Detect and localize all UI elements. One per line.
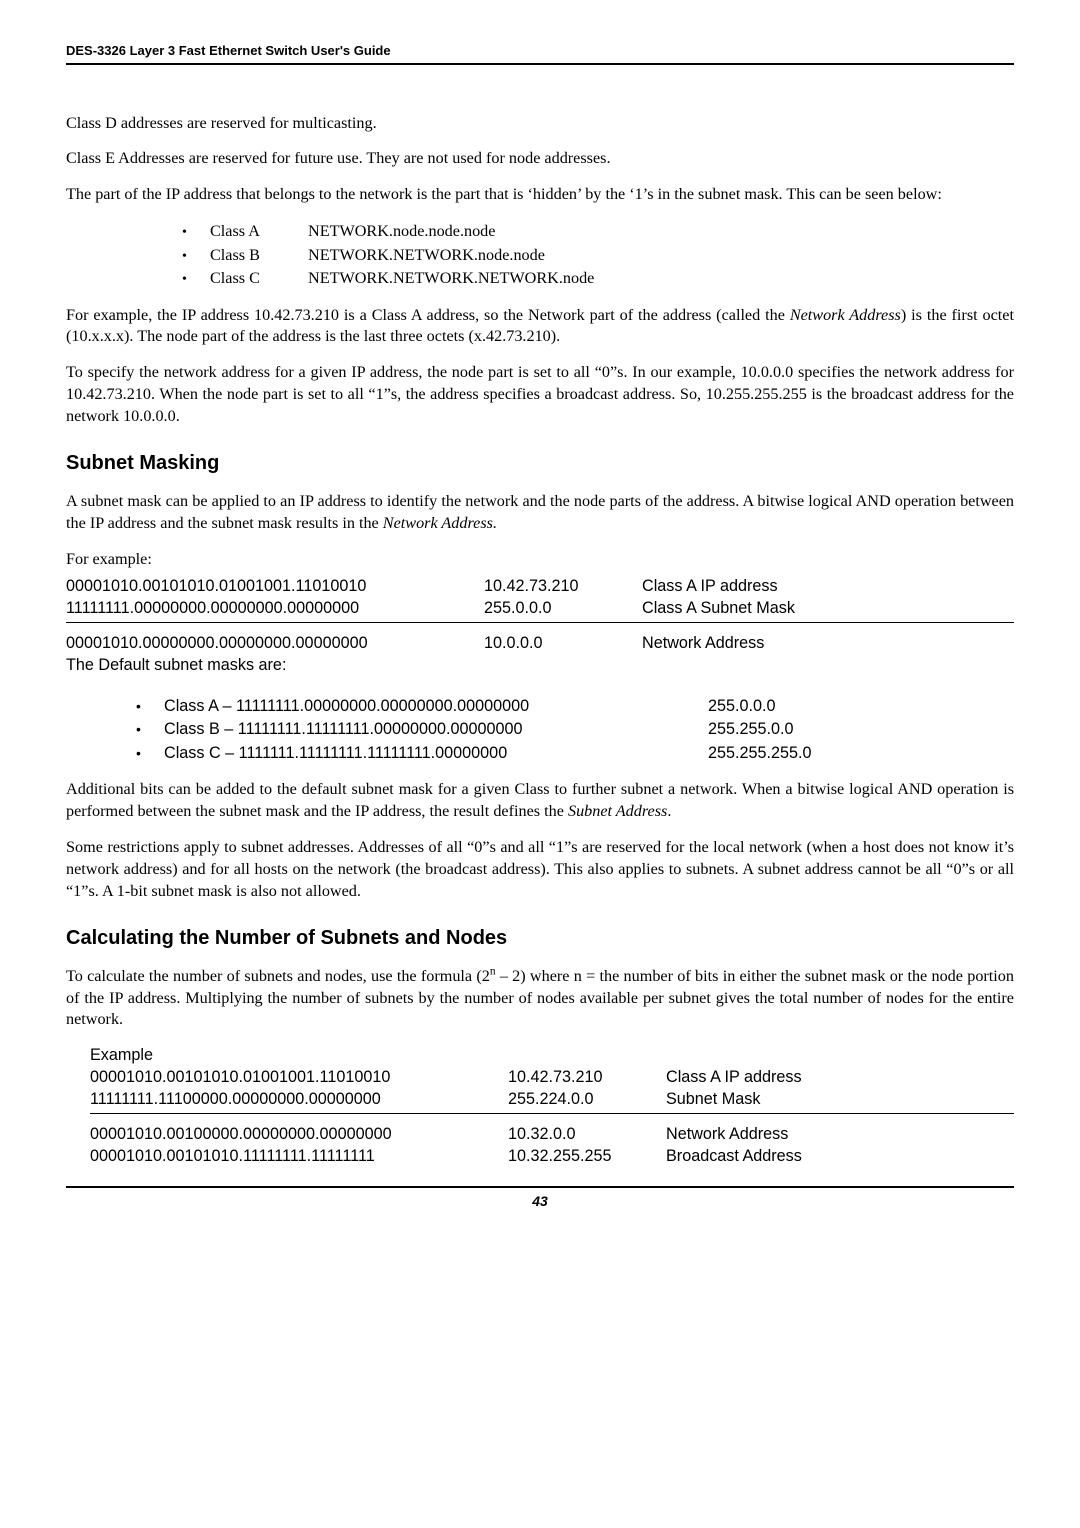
text-fragment: To calculate the number of subnets and n… (66, 967, 490, 985)
divider (90, 1113, 1014, 1114)
bullet-label: Class B (210, 244, 308, 267)
para-for-example: For example: (66, 549, 1014, 571)
header-title: DES-3326 Layer 3 Fast Ethernet Switch Us… (66, 43, 391, 58)
table-row: 00001010.00101010.01001001.11010010 10.4… (66, 576, 1014, 598)
list-item: • Class C NETWORK.NETWORK.NETWORK.node (182, 267, 1014, 290)
para-formula: To calculate the number of subnets and n… (66, 966, 1014, 1032)
para-specify: To specify the network address for a giv… (66, 362, 1014, 428)
page-header: DES-3326 Layer 3 Fast Ethernet Switch Us… (66, 42, 1014, 65)
page-number: 43 (532, 1193, 548, 1209)
binary-col: 00001010.00000000.00000000.00000000 (66, 633, 484, 655)
text-fragment: For example, the IP address 10.42.73.210… (66, 306, 790, 324)
desc-col: Network Address (642, 633, 1014, 655)
bullet-icon: • (182, 270, 210, 290)
example-label: Example (90, 1045, 1014, 1067)
desc-col: Network Address (666, 1124, 1014, 1146)
bullet-text: NETWORK.NETWORK.node.node (308, 244, 545, 267)
decimal-col: 10.42.73.210 (484, 576, 642, 598)
list-item: • Class B – 11111111.11111111.00000000.0… (136, 718, 1014, 741)
bullet-icon: • (182, 223, 210, 243)
binary-col: 00001010.00101010.01001001.11010010 (90, 1067, 508, 1089)
desc-col: Class A IP address (642, 576, 1014, 598)
example-block-2: 00001010.00101010.01001001.11010010 10.4… (90, 1067, 1014, 1167)
bullet-icon: • (182, 247, 210, 267)
para-classd: Class D addresses are reserved for multi… (66, 113, 1014, 135)
bullet-label: Class C (210, 267, 308, 290)
para-additional-bits: Additional bits can be added to the defa… (66, 779, 1014, 823)
text-fragment: Additional bits can be added to the defa… (66, 780, 1014, 820)
class-value: 255.255.255.0 (708, 742, 812, 765)
binary-col: 00001010.00101010.01001001.11010010 (66, 576, 484, 598)
bullet-icon: • (136, 719, 164, 739)
desc-col: Class A IP address (666, 1067, 1014, 1089)
decimal-col: 10.32.255.255 (508, 1146, 666, 1168)
table-row: 11111111.00000000.00000000.00000000 255.… (66, 598, 1014, 620)
example-block-1: 00001010.00101010.01001001.11010010 10.4… (66, 576, 1014, 655)
binary-col: 00001010.00101010.11111111.11111111 (90, 1146, 508, 1168)
binary-col: 11111111.00000000.00000000.00000000 (66, 598, 484, 620)
table-row: 00001010.00100000.00000000.00000000 10.3… (90, 1124, 1014, 1146)
binary-col: 00001010.00100000.00000000.00000000 (90, 1124, 508, 1146)
bullet-label: Class A (210, 220, 308, 243)
table-row: 11111111.11100000.00000000.00000000 255.… (90, 1089, 1014, 1111)
page-footer: 43 (66, 1186, 1014, 1211)
table-row: 00001010.00000000.00000000.00000000 10.0… (66, 633, 1014, 655)
bullet-text: NETWORK.node.node.node (308, 220, 495, 243)
list-item: • Class C – 1111111.11111111.11111111.00… (136, 742, 1014, 765)
decimal-col: 10.32.0.0 (508, 1124, 666, 1146)
bullet-text: NETWORK.NETWORK.NETWORK.node (308, 267, 594, 290)
class-text: Class C – 1111111.11111111.11111111.0000… (164, 742, 708, 765)
class-text: Class A – 11111111.00000000.00000000.000… (164, 695, 708, 718)
italic-term: Network Address. (383, 514, 497, 532)
heading-subnet-masking: Subnet Masking (66, 450, 1014, 477)
para-example-net: For example, the IP address 10.42.73.210… (66, 305, 1014, 349)
list-item: • Class A NETWORK.node.node.node (182, 220, 1014, 243)
class-text: Class B – 11111111.11111111.00000000.000… (164, 718, 708, 741)
decimal-col: 10.42.73.210 (508, 1067, 666, 1089)
list-item: • Class B NETWORK.NETWORK.node.node (182, 244, 1014, 267)
class-value: 255.0.0.0 (708, 695, 776, 718)
class-network-list: • Class A NETWORK.node.node.node • Class… (182, 220, 1014, 290)
default-mask-list: • Class A – 11111111.00000000.00000000.0… (136, 695, 1014, 765)
text-fragment: . (667, 802, 671, 820)
bullet-icon: • (136, 743, 164, 763)
text-fragment: A subnet mask can be applied to an IP ad… (66, 492, 1014, 532)
para-default-masks: The Default subnet masks are: (66, 655, 1014, 677)
desc-col: Class A Subnet Mask (642, 598, 1014, 620)
desc-col: Broadcast Address (666, 1146, 1014, 1168)
decimal-col: 255.224.0.0 (508, 1089, 666, 1111)
decimal-col: 255.0.0.0 (484, 598, 642, 620)
table-row: 00001010.00101010.01001001.11010010 10.4… (90, 1067, 1014, 1089)
binary-col: 11111111.11100000.00000000.00000000 (90, 1089, 508, 1111)
italic-term: Network Address (790, 306, 901, 324)
para-restrictions: Some restrictions apply to subnet addres… (66, 837, 1014, 903)
table-row: 00001010.00101010.11111111.11111111 10.3… (90, 1146, 1014, 1168)
para-subnet-intro: A subnet mask can be applied to an IP ad… (66, 491, 1014, 535)
divider (66, 622, 1014, 623)
decimal-col: 10.0.0.0 (484, 633, 642, 655)
class-value: 255.255.0.0 (708, 718, 794, 741)
para-hidden: The part of the IP address that belongs … (66, 184, 1014, 206)
desc-col: Subnet Mask (666, 1089, 1014, 1111)
list-item: • Class A – 11111111.00000000.00000000.0… (136, 695, 1014, 718)
para-classe: Class E Addresses are reserved for futur… (66, 148, 1014, 170)
bullet-icon: • (136, 696, 164, 716)
italic-term: Subnet Address (568, 802, 667, 820)
heading-calculating: Calculating the Number of Subnets and No… (66, 925, 1014, 952)
